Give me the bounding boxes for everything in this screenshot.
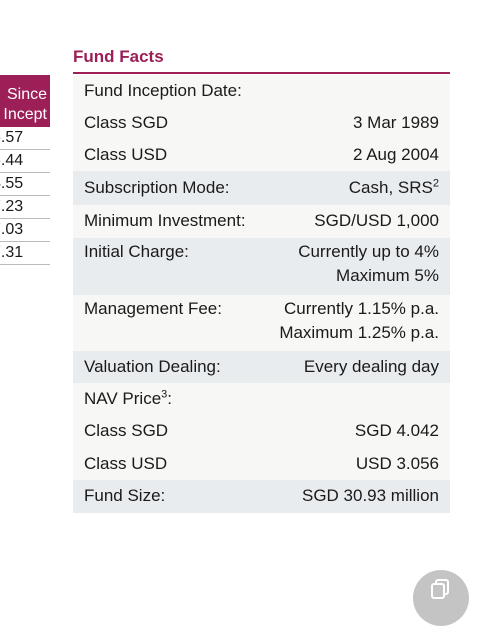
class-sgd-date: 3 Mar 1989 [353, 113, 439, 132]
valuation-row: Valuation Dealing: Every dealing day [73, 351, 450, 383]
management-fee-current: Currently 1.15% p.a. [284, 299, 439, 318]
nav-sgd-row: Class SGD SGD 4.042 [73, 415, 450, 448]
nav-usd-label: Class USD [84, 454, 168, 473]
subscription-label: Subscription Mode: [84, 178, 230, 197]
header-line-2: Incept [3, 106, 47, 123]
subscription-value: Cash, SRS2 [349, 176, 439, 205]
nav-label-text: NAV Price [84, 389, 162, 408]
initial-charge-value: Currently up to 4% Maximum 5% [298, 240, 439, 295]
class-usd-label: Class USD [84, 145, 168, 164]
subscription-row: Subscription Mode: Cash, SRS2 [73, 171, 450, 205]
nav-sgd-label: Class SGD [84, 421, 169, 440]
initial-charge-current: Currently up to 4% [298, 242, 439, 261]
table-cell: 4.55 [0, 173, 50, 196]
nav-label-colon: : [167, 389, 173, 408]
class-usd-inception-row: Class USD 2 Aug 2004 [73, 139, 450, 171]
initial-charge-max: Maximum 5% [336, 266, 439, 285]
performance-table-fragment: Since Incept 6.57 6.44 4.55 7.23 7.03 7.… [0, 75, 50, 265]
class-sgd-inception-row: Class SGD 3 Mar 1989 [73, 107, 450, 139]
class-sgd-label: Class SGD [84, 113, 169, 132]
nav-price-row: NAV Price3: [73, 383, 450, 415]
since-inception-header: Since Incept [0, 75, 50, 127]
management-fee-row: Management Fee: Currently 1.15% p.a. Max… [73, 295, 450, 351]
nav-usd-value: USD 3.056 [355, 454, 439, 473]
valuation-value: Every dealing day [303, 357, 439, 376]
initial-charge-label: Initial Charge: [84, 242, 189, 261]
copy-button[interactable] [413, 570, 469, 626]
fund-size-label: Fund Size: [84, 486, 166, 505]
cell-value: 7.23 [0, 198, 24, 215]
table-cell: 7.03 [0, 219, 50, 242]
table-cell: 6.57 [0, 127, 50, 150]
fund-size-value: SGD 30.93 million [301, 486, 439, 505]
min-investment-label: Minimum Investment: [84, 211, 246, 230]
nav-sgd-value: SGD 4.042 [354, 421, 439, 440]
management-fee-value: Currently 1.15% p.a. Maximum 1.25% p.a. [279, 297, 439, 351]
fund-size-row: Fund Size: SGD 30.93 million [73, 480, 450, 513]
cell-value: 7.31 [0, 244, 24, 261]
inception-row: Fund Inception Date: [73, 75, 450, 107]
nav-price-label: NAV Price3: [84, 387, 172, 415]
cell-value: 4.55 [0, 175, 24, 192]
management-fee-label: Management Fee: [84, 299, 222, 318]
initial-charge-row: Initial Charge: Currently up to 4% Maxim… [73, 238, 450, 295]
valuation-label: Valuation Dealing: [84, 357, 221, 376]
footnote-ref: 3 [161, 388, 168, 401]
subscription-text: Cash, SRS [348, 178, 433, 197]
management-fee-max: Maximum 1.25% p.a. [279, 323, 439, 342]
class-usd-date: 2 Aug 2004 [352, 145, 439, 164]
footnote-ref: 2 [432, 177, 439, 190]
nav-usd-row: Class USD USD 3.056 [73, 448, 450, 480]
title-divider [73, 72, 450, 74]
copy-icon [431, 579, 449, 599]
header-line-1: Since [6, 86, 47, 103]
cell-value: 6.57 [0, 129, 24, 146]
fund-facts-title: Fund Facts [73, 47, 164, 66]
cell-value: 7.03 [0, 221, 24, 238]
inception-label: Fund Inception Date: [84, 81, 242, 100]
cell-value: 6.44 [0, 152, 24, 169]
table-cell: 7.31 [0, 242, 50, 265]
fund-facts-table: Fund Inception Date: Class SGD 3 Mar 198… [73, 75, 450, 513]
table-cell: 6.44 [0, 150, 50, 173]
min-investment-value: SGD/USD 1,000 [314, 211, 439, 230]
min-investment-row: Minimum Investment: SGD/USD 1,000 [73, 205, 450, 238]
table-cell: 7.23 [0, 196, 50, 219]
